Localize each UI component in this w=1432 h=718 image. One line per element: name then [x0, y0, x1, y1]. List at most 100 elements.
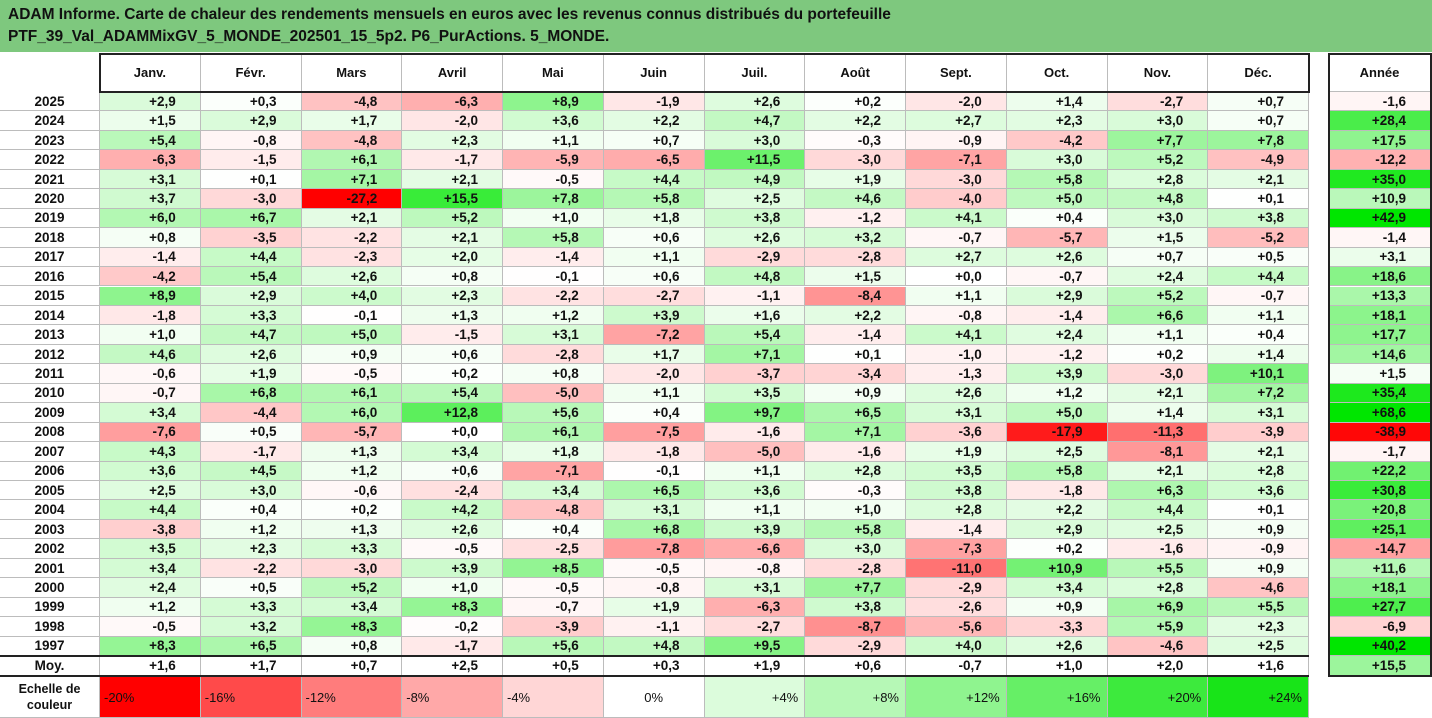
- month-header: Août: [805, 54, 906, 92]
- heatmap-cell: -1,6: [1107, 539, 1209, 559]
- heatmap-cell: +5,8: [805, 519, 906, 540]
- heatmap-cell: +2,8: [906, 500, 1007, 520]
- heatmap-cell: +0,6: [402, 344, 503, 365]
- heatmap-cell: +1,2: [301, 461, 403, 481]
- heatmap-cell: +0,5: [1208, 247, 1309, 268]
- heatmap-cell: +0,1: [1208, 500, 1309, 520]
- heatmap-cell: +11,5: [704, 150, 806, 170]
- heatmap-cell: +0,0: [402, 422, 503, 443]
- heatmap-cell: +3,0: [805, 539, 906, 559]
- chart-title: ADAM Informe. Carte de chaleur des rende…: [0, 0, 1432, 52]
- annual-cell: +68,6: [1329, 403, 1431, 423]
- color-scale-swatch: +12%: [906, 677, 1007, 718]
- heatmap-cell: +3,4: [1006, 578, 1108, 598]
- heatmap-cell: +6,5: [200, 636, 302, 657]
- average-cell: +2,5: [402, 656, 503, 677]
- month-header: Févr.: [200, 54, 302, 92]
- heatmap-cell: +1,7: [301, 111, 403, 131]
- color-scale-swatch: -12%: [301, 677, 403, 718]
- annual-cell: +1,5: [1329, 364, 1431, 384]
- heatmap-cell: +1,4: [1107, 403, 1209, 423]
- annual-cell: +17,7: [1329, 325, 1431, 345]
- heatmap-cell: +3,4: [301, 597, 403, 618]
- annual-cell: +14,6: [1329, 344, 1431, 365]
- heatmap-cell: +1,2: [100, 597, 201, 618]
- color-scale-swatch: +8%: [805, 677, 906, 718]
- year-label: 1997: [0, 636, 100, 657]
- heatmap-cell: +1,4: [1208, 344, 1309, 365]
- heatmap-cell: -3,0: [1107, 364, 1209, 384]
- heatmap-cell: -11,0: [906, 558, 1007, 579]
- heatmap-cell: -6,5: [603, 150, 705, 170]
- heatmap-cell: +2,7: [906, 111, 1007, 131]
- chart-title-line-2: PTF_39_Val_ADAMMixGV_5_MONDE_202501_15_5…: [8, 28, 610, 45]
- heatmap-cell: +7,1: [301, 169, 403, 190]
- heatmap-cell: +2,5: [1208, 636, 1309, 657]
- average-cell: +1,0: [1006, 656, 1108, 677]
- year-label: 2010: [0, 383, 100, 404]
- heatmap-cell: -0,1: [503, 267, 604, 287]
- heatmap-cell: -7,2: [603, 325, 705, 345]
- heatmap-cell: +5,6: [503, 636, 604, 657]
- annual-cell: +11,6: [1329, 558, 1431, 579]
- heatmap-cell: -0,5: [503, 169, 604, 190]
- heatmap-cell: +3,9: [1006, 364, 1108, 384]
- heatmap-cell: +0,9: [1208, 519, 1309, 540]
- heatmap-cell: +2,6: [1006, 247, 1108, 268]
- heatmap-cell: +2,4: [100, 578, 201, 598]
- color-scale-swatch: -8%: [402, 677, 503, 718]
- heatmap-cell: +2,1: [301, 208, 403, 229]
- heatmap-cell: -5,0: [503, 383, 604, 404]
- heatmap-cell: +9,5: [704, 636, 806, 657]
- heatmap-cell: +3,1: [503, 325, 604, 345]
- heatmap-cell: -2,5: [503, 539, 604, 559]
- heatmap-cell: -2,8: [805, 558, 906, 579]
- heatmap-cell: -7,6: [100, 422, 201, 443]
- heatmap-cell: +2,6: [301, 267, 403, 287]
- heatmap-cell: -6,3: [704, 597, 806, 618]
- heatmap-cell: -2,7: [603, 286, 705, 306]
- heatmap-cell: -4,6: [1208, 578, 1309, 598]
- average-cell: +1,7: [200, 656, 302, 677]
- heatmap-cell: +2,5: [1107, 519, 1209, 540]
- heatmap-cell: -0,9: [1208, 539, 1309, 559]
- annual-cell: -1,7: [1329, 442, 1431, 462]
- heatmap-cell: -11,3: [1107, 422, 1209, 443]
- heatmap-cell: -27,2: [301, 189, 403, 209]
- heatmap-cell: +2,8: [1107, 578, 1209, 598]
- heatmap-cell: -1,1: [603, 617, 705, 637]
- heatmap-cell: +7,8: [503, 189, 604, 209]
- heatmap-cell: +4,2: [402, 500, 503, 520]
- heatmap-cell: +1,2: [503, 305, 604, 326]
- annual-cell: +42,9: [1329, 208, 1431, 229]
- annual-cell: +18,1: [1329, 578, 1431, 598]
- heatmap-cell: -0,8: [906, 305, 1007, 326]
- heatmap-cell: -3,0: [301, 558, 403, 579]
- heatmap-cell: -3,0: [906, 169, 1007, 190]
- heatmap-cell: -4,4: [200, 403, 302, 423]
- heatmap-cell: +5,4: [100, 130, 201, 151]
- heatmap-cell: -0,8: [200, 130, 302, 151]
- month-header: Oct.: [1006, 54, 1108, 92]
- heatmap-cell: +0,9: [805, 383, 906, 404]
- heatmap-cell: +1,1: [603, 383, 705, 404]
- heatmap-cell: +0,8: [402, 267, 503, 287]
- annual-header: Année: [1329, 54, 1431, 92]
- heatmap-cell: +1,3: [402, 305, 503, 326]
- heatmap-cell: +2,2: [805, 111, 906, 131]
- heatmap-cell: +3,7: [100, 189, 201, 209]
- annual-cell: -1,6: [1329, 92, 1431, 112]
- heatmap-cell: +1,5: [1107, 228, 1209, 248]
- heatmap-cell: -2,9: [906, 578, 1007, 598]
- heatmap-cell: +0,1: [805, 344, 906, 365]
- heatmap-cell: +6,7: [200, 208, 302, 229]
- year-label: 2014: [0, 305, 100, 326]
- heatmap-cell: -1,0: [906, 344, 1007, 365]
- heatmap-cell: +1,8: [503, 442, 604, 462]
- heatmap-cell: +0,8: [301, 636, 403, 657]
- month-header: Déc.: [1208, 54, 1309, 92]
- heatmap-cell: +2,7: [906, 247, 1007, 268]
- heatmap-cell: -2,4: [402, 481, 503, 501]
- heatmap-cell: +2,4: [1006, 325, 1108, 345]
- heatmap-cell: +2,6: [906, 383, 1007, 404]
